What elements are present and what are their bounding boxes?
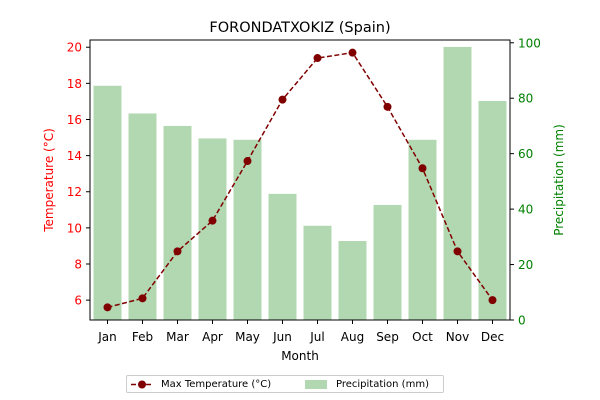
chart-title: FORONDATXOKIZ (Spain) [209,20,390,36]
left-y-tick-label: 8 [74,258,82,272]
legend: Max Temperature (°C) Precipitation (mm) [126,375,444,393]
right-y-tick-label: 20 [518,258,533,272]
temperature-point-jun [278,95,287,104]
x-tick-label: Jun [272,330,292,344]
left-y-axis-label: Temperature (°C) [42,128,56,233]
left-y-tick-label: 14 [67,149,82,163]
x-tick-label: Sep [376,330,399,344]
temperature-point-aug [348,48,357,57]
precipitation-bar-jul [303,225,332,320]
precipitation-bar-sep [373,204,402,320]
precipitation-bar-dec [478,100,507,321]
left-y-tick-label: 6 [74,294,82,308]
precipitation-bar-may [233,139,262,320]
x-tick-label: May [235,330,260,344]
temperature-point-jul [313,54,322,63]
x-axis: Jan Feb Mar Apr May Jun Jul Aug Sep Oct Nov Dec [97,320,504,344]
x-tick-label: Dec [481,330,504,344]
right-y-tick-label: 60 [518,147,533,161]
temperature-point-apr [208,216,217,225]
precipitation-bar-aug [338,240,367,320]
x-tick-label: Mar [166,330,189,344]
right-y-axis: 0 20 40 60 80 100 [510,36,541,328]
left-y-tick-label: 20 [67,41,82,55]
x-tick-label: Feb [132,330,153,344]
temperature-point-may [243,157,252,166]
left-y-axis: 6 8 10 12 14 16 18 20 [67,41,90,308]
x-tick-label: Nov [446,330,469,344]
x-tick-label: Aug [341,330,364,344]
temperature-point-sep [383,102,392,111]
temperature-line-series [103,48,497,312]
precipitation-bar-feb [128,113,157,320]
precipitation-bars [93,46,507,321]
x-tick-label: Jul [309,330,324,344]
legend-marker-swatch [138,380,146,389]
x-tick-label: Oct [412,330,433,344]
legend-label-temperature: Max Temperature (°C) [161,379,272,390]
legend-bar-swatch [305,380,327,389]
left-y-tick-label: 18 [67,77,82,91]
x-tick-label: Apr [202,330,223,344]
temperature-point-nov [453,247,462,256]
precipitation-bar-mar [163,125,192,320]
legend-label-precipitation: Precipitation (mm) [336,379,429,390]
temperature-line [107,51,494,309]
right-y-axis-label: Precipitation (mm) [552,124,566,236]
temperature-point-mar [173,247,182,256]
temperature-point-jan [103,303,112,312]
left-y-tick-label: 12 [67,185,82,199]
temperature-point-dec [488,296,497,305]
right-y-tick-label: 80 [518,92,533,106]
right-y-tick-label: 100 [518,36,541,50]
x-tick-label: Jan [97,330,117,344]
left-y-tick-label: 16 [67,113,82,127]
plot-frame [89,39,511,321]
x-axis-label: Month [281,349,319,363]
left-y-tick-label: 10 [67,221,82,235]
precipitation-bar-nov [443,46,472,321]
temperature-point-feb [138,294,147,303]
temperature-point-oct [418,164,427,173]
precipitation-bar-jun [268,193,297,320]
right-y-tick-label: 0 [518,314,526,328]
precipitation-bar-jan [93,85,122,321]
right-y-tick-label: 40 [518,203,533,217]
